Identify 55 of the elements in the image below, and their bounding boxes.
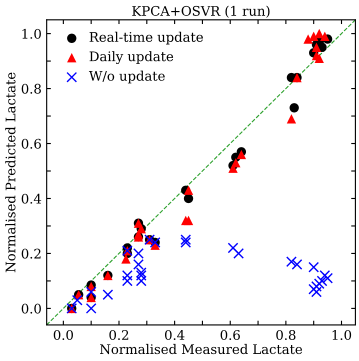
x-tick-label: 1.0 [332, 330, 352, 340]
x-tick-label: 0.8 [276, 330, 296, 340]
y-axis-title: Normalised Predicted Lactate [5, 72, 16, 272]
point [286, 114, 296, 124]
y-tick-label: 0.2 [22, 248, 41, 259]
y-tick-label: 0.6 [22, 138, 41, 149]
point [303, 34, 313, 44]
point [286, 256, 297, 268]
y-tick-label: 0.4 [22, 194, 42, 204]
legend-label: W/o update [88, 70, 165, 84]
point [290, 103, 299, 112]
point [308, 262, 320, 273]
point [320, 32, 330, 41]
point [311, 286, 322, 298]
point [180, 234, 192, 246]
point [292, 259, 302, 270]
point [233, 248, 244, 259]
chart-title: KPCA+OSVR (1 run) [132, 6, 270, 18]
y-tick-label: 0.8 [22, 84, 41, 94]
point [136, 270, 147, 281]
legend-label: Real-time update [90, 32, 203, 44]
x-tick-label: 0.2 [109, 330, 128, 340]
point [86, 303, 97, 314]
x-axis-title: Normalised Measured Lactate [100, 344, 302, 354]
point [311, 281, 322, 292]
point [136, 276, 147, 286]
point [184, 216, 194, 226]
point [228, 242, 238, 254]
point [314, 54, 324, 63]
point [122, 270, 133, 281]
point [314, 278, 325, 290]
x-tick-label: 0.6 [220, 330, 240, 340]
point [72, 294, 83, 306]
y-tick-label: 0.0 [22, 304, 41, 314]
x-tick-label: 0.0 [54, 330, 73, 340]
point [316, 276, 328, 286]
point [319, 270, 330, 281]
legend-label: Daily update [90, 51, 174, 64]
point [309, 32, 318, 41]
point [314, 28, 324, 38]
point [102, 289, 114, 300]
point [180, 237, 192, 248]
point [231, 158, 240, 168]
y-tick-label: 1.0 [22, 28, 41, 39]
point [184, 186, 194, 195]
point [322, 272, 333, 284]
point [122, 276, 133, 286]
point [184, 194, 194, 204]
x-tick-label: 0.4 [164, 330, 184, 340]
point [312, 42, 322, 52]
point [133, 259, 144, 270]
point [136, 267, 147, 278]
point [236, 150, 246, 160]
point [86, 286, 97, 298]
point [121, 254, 131, 264]
